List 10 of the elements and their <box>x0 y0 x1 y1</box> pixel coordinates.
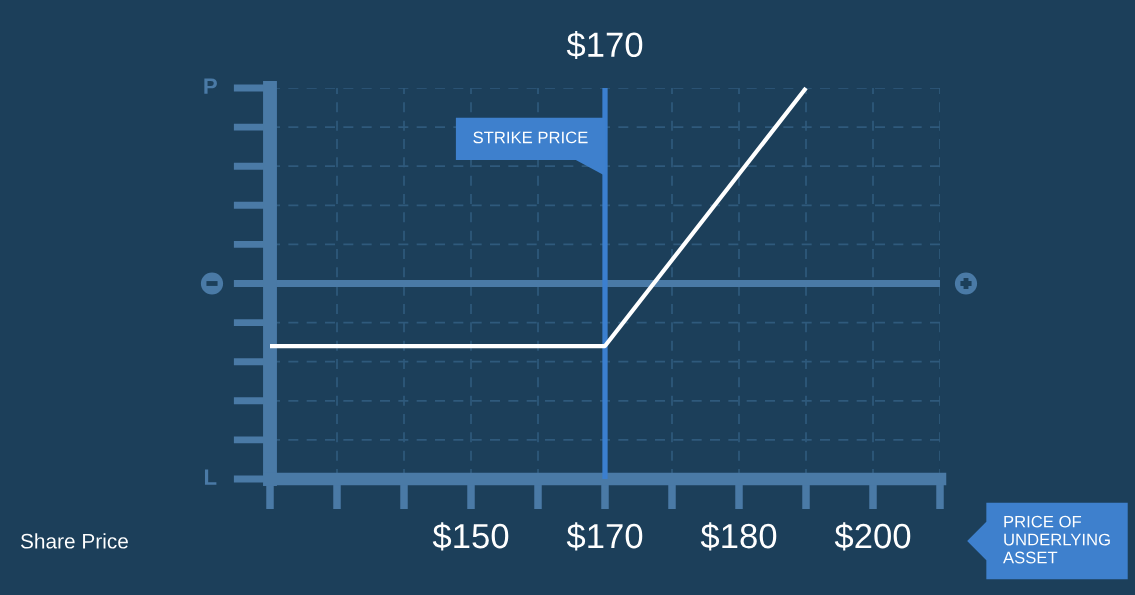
x-tick-label: $180 <box>700 522 777 551</box>
text: P <box>204 78 217 94</box>
text: L <box>204 469 217 485</box>
text: PRICE OF UNDERLYING ASSET <box>1003 515 1110 564</box>
x-tick-label: $200 <box>834 522 911 551</box>
text: Share Price <box>20 533 128 549</box>
x-tick-label: $170 <box>566 522 643 551</box>
ref-line-label: $170 <box>566 31 643 60</box>
annotation: STRIKE PRICE <box>473 131 588 144</box>
x-tick-label: $150 <box>432 522 509 551</box>
